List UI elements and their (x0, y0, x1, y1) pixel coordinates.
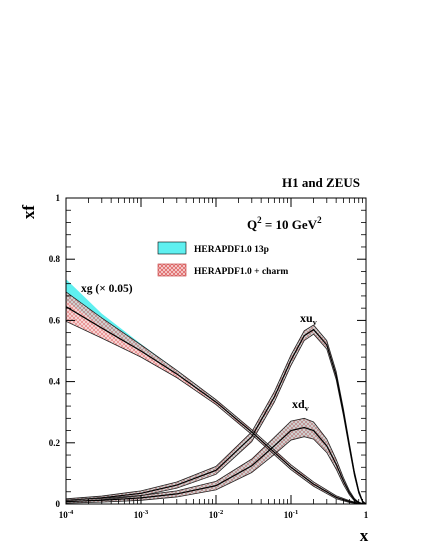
x-axis-title: x (360, 526, 369, 545)
legend-label-charm: HERAPDF1.0 + charm (194, 267, 288, 277)
series-label-xg: xg (× 0.05) (81, 283, 133, 295)
ticks-layer: 0 0.2 0.4 0.6 0.8 1 10-4 10-3 10-2 10-1 1 (49, 193, 369, 520)
central-line-xuv (66, 328, 366, 504)
x-tick-label: 10-3 (134, 509, 149, 520)
x-tick-label: 10-2 (209, 509, 223, 520)
band-charm-xuv (66, 324, 366, 504)
legend: HERAPDF1.0 13p HERAPDF1.0 + charm (157, 241, 288, 277)
band-edge-lower-xg (66, 320, 366, 504)
chart-header: H1 and ZEUS (282, 175, 360, 190)
band-edge-lower-xdv (66, 436, 366, 504)
x-tick-label: 10-4 (59, 509, 74, 520)
band-edge-upper-xg (66, 291, 366, 504)
band-edge-upper-xdv (66, 417, 366, 504)
legend-swatch-13p (157, 241, 187, 255)
legend-swatch-charm (157, 263, 187, 277)
band-edge-lower-xuv (66, 333, 366, 504)
x-tick-label: 10-1 (284, 509, 298, 520)
plot-frame (65, 197, 367, 505)
y-tick-label: 1 (56, 193, 61, 203)
series-label-xuv: xuv (300, 311, 317, 327)
x-tick-label: 1 (364, 510, 369, 520)
y-tick-label: 0.8 (49, 254, 61, 264)
y-tick-label: 0.4 (49, 377, 61, 387)
scale-label: Q2 = 10 GeV2 (247, 215, 322, 232)
central-line-xdv (66, 426, 366, 504)
band-edge-upper-xuv (66, 324, 366, 504)
y-tick-label: 0.2 (49, 438, 61, 448)
band-13p-xuv (66, 325, 366, 504)
series-label-xdv: xdv (292, 397, 309, 413)
y-tick-label: 0 (56, 499, 61, 509)
lines-layer (66, 291, 366, 504)
legend-label-13p: HERAPDF1.0 13p (194, 245, 269, 255)
y-axis-title: xf (19, 205, 38, 220)
central-line-xg (66, 306, 366, 504)
y-tick-label: 0.6 (49, 315, 61, 325)
